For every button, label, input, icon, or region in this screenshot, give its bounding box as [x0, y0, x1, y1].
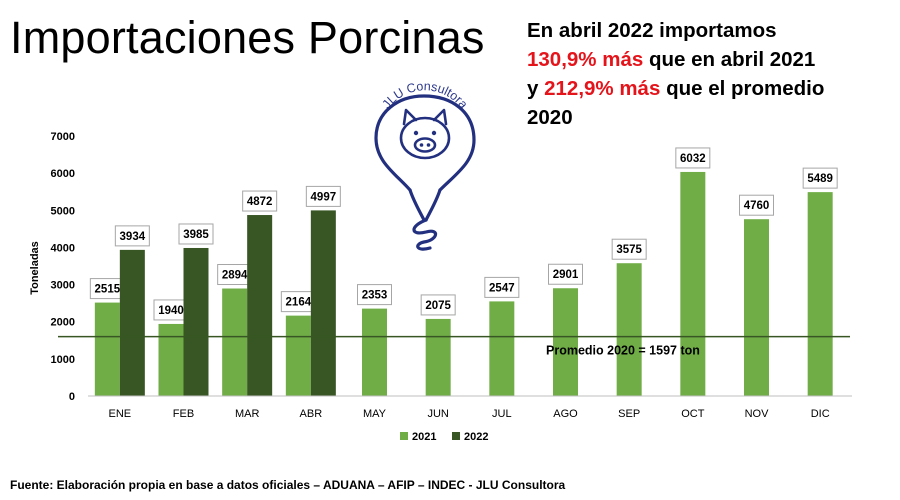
reference-line-label: Promedio 2020 = 1597 ton	[546, 344, 700, 358]
x-tick-label: SEP	[618, 408, 640, 420]
pig-eye-left	[413, 130, 419, 136]
data-label: 3934	[120, 231, 146, 243]
data-label: 4872	[247, 196, 273, 208]
bar-2021	[158, 323, 184, 396]
bar-2021	[425, 318, 451, 396]
data-label-box	[548, 263, 583, 285]
data-label: 4997	[311, 191, 337, 203]
bar-2021	[616, 263, 642, 396]
y-tick-label: 6000	[51, 168, 75, 180]
data-label: 2164	[286, 297, 312, 309]
y-tick-label: 5000	[51, 205, 75, 217]
data-label: 5489	[807, 173, 833, 185]
data-label: 2547	[489, 282, 515, 294]
bar-2021	[553, 288, 578, 396]
lightbulb-icon	[374, 94, 476, 251]
data-label-box	[675, 147, 711, 169]
data-label-box	[420, 294, 456, 316]
bar-2022	[310, 210, 336, 396]
pig-icon	[399, 108, 451, 160]
y-axis-title: Toneladas	[29, 241, 41, 295]
legend-swatch-2022	[452, 432, 460, 440]
bar-2022	[183, 247, 209, 396]
data-label-box	[739, 194, 774, 216]
legend-label-2021: 2021	[412, 431, 436, 443]
x-tick-label: MAR	[235, 408, 260, 420]
data-label: 3575	[616, 244, 642, 256]
x-tick-label: FEB	[173, 408, 194, 420]
y-tick-label: 7000	[51, 131, 75, 143]
data-label-box	[611, 238, 647, 260]
data-label: 2901	[553, 269, 579, 281]
data-label: 3985	[183, 229, 209, 241]
x-tick-label: NOV	[745, 408, 770, 420]
data-label: 1940	[158, 305, 184, 317]
x-tick-label: DIC	[811, 408, 830, 420]
headline-highlight-1: 130,9% más	[527, 48, 644, 71]
pig-nostril-right	[426, 143, 431, 147]
bar-2021	[807, 192, 833, 396]
headline-line-3-rest: que el promedio	[660, 77, 825, 100]
bar-2022	[119, 249, 145, 396]
pig-eye-right	[431, 130, 437, 136]
data-label-box	[484, 276, 520, 298]
x-tick-label: JUN	[427, 408, 448, 420]
headline-text: En abril 2022 importamos 130,9% más que …	[527, 16, 897, 132]
headline-line-2: 130,9% más que en abril 2021	[527, 45, 897, 74]
data-label: 4760	[744, 200, 770, 212]
y-tick-label: 4000	[51, 242, 75, 254]
bar-2021	[362, 308, 387, 396]
bar-2021	[94, 302, 120, 396]
y-tick-label: 1000	[51, 354, 75, 366]
data-label: 2075	[425, 300, 451, 312]
bar-2021	[744, 219, 769, 396]
x-tick-label: ENE	[109, 408, 132, 420]
y-tick-label: 0	[69, 391, 75, 403]
headline-line-3-start: y	[527, 77, 545, 100]
bar-2022	[247, 215, 273, 396]
chart-title: Importaciones Porcinas	[10, 12, 485, 63]
bar-2021	[285, 315, 311, 396]
data-label-box	[178, 223, 214, 245]
bar-2021	[222, 288, 248, 396]
legend-label-2022: 2022	[464, 431, 488, 443]
data-label-box	[114, 225, 150, 247]
x-tick-label: MAY	[363, 408, 387, 420]
data-label: 6032	[680, 153, 706, 165]
headline-line-2-rest: que en abril 2021	[643, 48, 816, 71]
bar-2021	[680, 171, 706, 396]
bar-2021	[489, 301, 515, 396]
pig-nostril-left	[419, 143, 424, 147]
data-label: 2515	[95, 284, 121, 296]
x-tick-label: ABR	[300, 408, 323, 420]
source-note: Fuente: Elaboración propia en base a dat…	[10, 478, 566, 492]
data-label: 2353	[362, 290, 388, 302]
y-tick-label: 2000	[51, 317, 75, 329]
data-label-box	[305, 185, 341, 207]
jlu-logo: JLU Consultora	[374, 79, 476, 251]
y-tick-label: 3000	[51, 280, 75, 292]
headline-line-4: 2020	[527, 106, 573, 129]
headline-highlight-2: 212,9% más	[544, 77, 661, 100]
data-label-box	[357, 284, 392, 306]
x-tick-label: OCT	[681, 408, 705, 420]
x-tick-label: JUL	[492, 408, 512, 420]
headline-line-3: y 212,9% más que el promedio	[527, 74, 897, 103]
data-label-box	[802, 167, 838, 189]
data-label: 2894	[222, 270, 248, 282]
legend-swatch-2021	[400, 432, 408, 440]
data-label-box	[242, 190, 278, 212]
x-tick-label: AGO	[553, 408, 578, 420]
headline-line-1: En abril 2022 importamos	[527, 19, 777, 42]
